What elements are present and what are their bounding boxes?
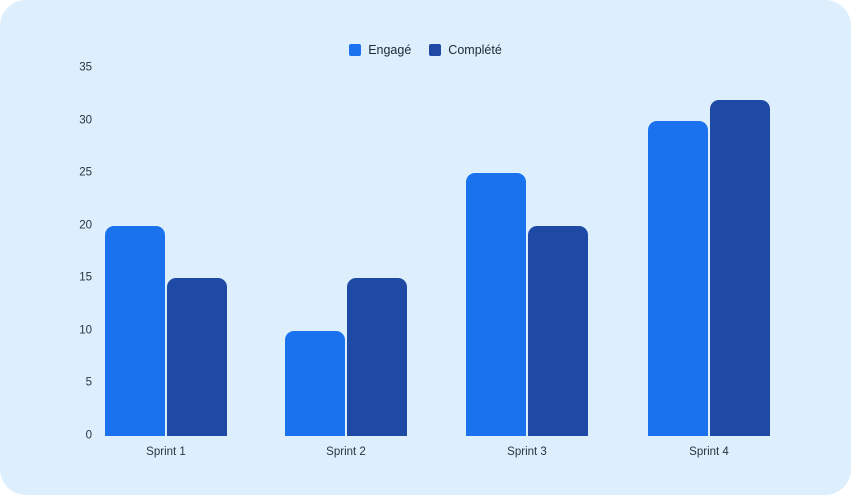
bar[interactable] xyxy=(347,278,407,436)
y-axis-tick-label: 0 xyxy=(85,429,92,442)
y-axis-tick-label: 15 xyxy=(79,271,92,284)
y-axis-tick-label: 35 xyxy=(79,61,92,74)
y-axis: 0 5 10 15 20 25 30 35 xyxy=(52,0,92,495)
y-axis-tick-label: 5 xyxy=(85,376,92,389)
bar[interactable] xyxy=(105,225,165,436)
bar[interactable] xyxy=(528,225,588,436)
y-axis-tick-label: 30 xyxy=(79,113,92,126)
y-axis-tick-label: 20 xyxy=(79,218,92,231)
x-axis-tick-label: Sprint 1 xyxy=(146,446,186,458)
x-axis-tick-label: Sprint 4 xyxy=(689,446,729,458)
bar[interactable] xyxy=(167,278,227,436)
bar[interactable] xyxy=(710,99,770,436)
y-axis-tick-label: 25 xyxy=(79,166,92,179)
x-axis-tick-label: Sprint 2 xyxy=(326,446,366,458)
bar[interactable] xyxy=(285,330,345,436)
y-axis-tick-label: 10 xyxy=(79,324,92,337)
x-axis-tick-label: Sprint 3 xyxy=(507,446,547,458)
bar[interactable] xyxy=(648,120,708,436)
bar[interactable] xyxy=(466,173,526,436)
